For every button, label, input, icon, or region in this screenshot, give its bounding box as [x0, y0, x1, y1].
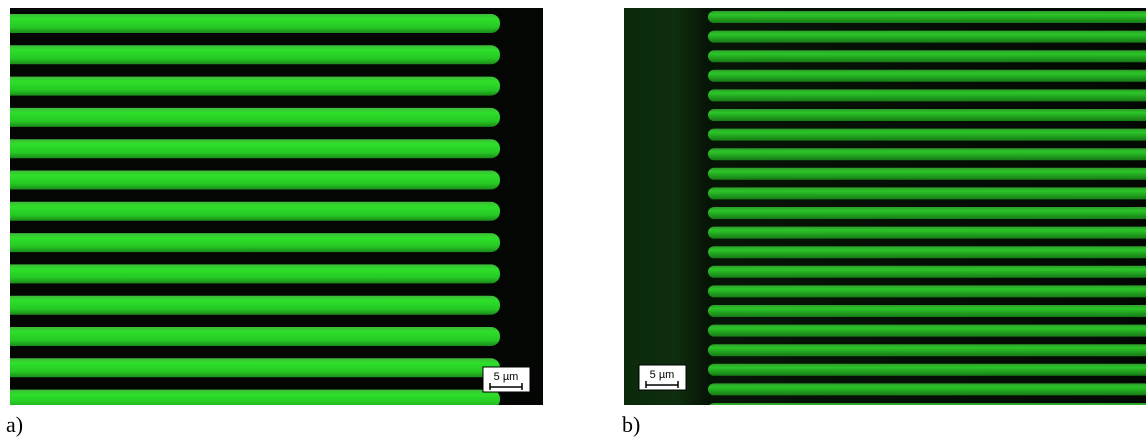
- stripe: [10, 295, 500, 315]
- stripe: [708, 50, 1146, 63]
- stripe: [709, 403, 1146, 405]
- stripe: [10, 139, 500, 159]
- stripe: [708, 344, 1146, 357]
- scale-text: 5 µm: [494, 371, 519, 383]
- stripe: [708, 69, 1146, 82]
- stripe: [708, 11, 1146, 23]
- stripe: [10, 358, 500, 378]
- panel-label: a): [6, 412, 23, 437]
- stripe: [708, 128, 1146, 141]
- stripe: [708, 167, 1146, 180]
- stripe: [708, 148, 1146, 161]
- stripe: [10, 201, 500, 221]
- stripe: [10, 233, 500, 253]
- stripe: [708, 265, 1146, 278]
- stripe: [708, 363, 1146, 376]
- stripe: [708, 383, 1146, 396]
- stripe: [10, 327, 500, 346]
- stripe: [708, 285, 1146, 298]
- stripe: [708, 305, 1146, 317]
- stripe: [10, 76, 500, 96]
- stripe: [10, 264, 500, 284]
- stripe: [708, 226, 1146, 239]
- scale-text: 5 µm: [650, 369, 675, 381]
- stripe: [10, 389, 500, 405]
- stripe: [708, 187, 1146, 200]
- stripe: [708, 246, 1146, 259]
- stripe: [708, 324, 1146, 337]
- panel-label: b): [622, 412, 640, 437]
- stripe: [708, 89, 1146, 102]
- stripe: [10, 107, 500, 127]
- scale-line: [645, 381, 679, 388]
- stripe: [10, 14, 500, 33]
- stripe: [708, 30, 1146, 43]
- scale-bar-b: 5 µm: [638, 364, 687, 391]
- stripes-a: [10, 14, 500, 405]
- scale-bar-a: 5 µm: [482, 366, 531, 393]
- scale-line: [489, 383, 523, 390]
- stripe: [10, 45, 500, 65]
- stripe: [708, 207, 1146, 219]
- stripe: [708, 109, 1146, 121]
- stripe: [10, 170, 500, 190]
- stripes-b: [708, 11, 1146, 405]
